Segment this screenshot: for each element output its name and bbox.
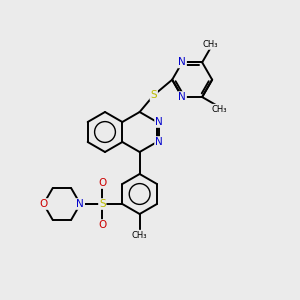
Text: N: N <box>155 117 163 127</box>
Text: N: N <box>76 199 84 209</box>
Text: S: S <box>151 90 157 100</box>
Text: O: O <box>39 199 48 209</box>
Text: CH₃: CH₃ <box>132 230 147 239</box>
Text: O: O <box>98 178 106 188</box>
Text: N: N <box>178 57 186 68</box>
Text: N: N <box>178 92 186 102</box>
Text: CH₃: CH₃ <box>211 104 227 113</box>
Text: N: N <box>155 137 163 147</box>
Text: O: O <box>98 220 106 230</box>
Text: S: S <box>99 199 106 209</box>
Text: CH₃: CH₃ <box>202 40 218 49</box>
